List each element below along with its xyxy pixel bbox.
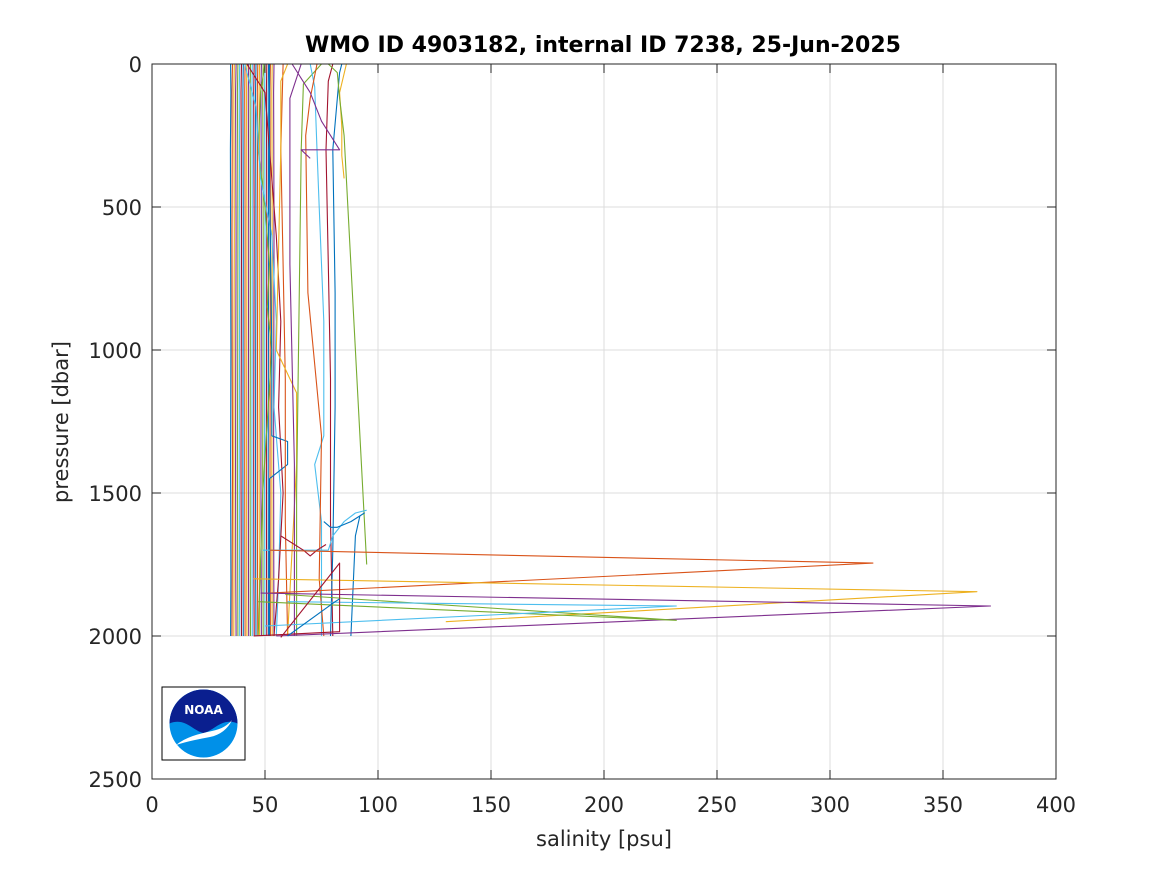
- profile-line: [240, 63, 243, 637]
- profile-line: [236, 63, 239, 637]
- profile-line: [329, 63, 343, 637]
- profile-line: [323, 512, 365, 637]
- profile-line: [325, 63, 334, 637]
- profile-line: [260, 592, 992, 637]
- profile-line: [238, 63, 241, 637]
- profile-line: [253, 578, 978, 623]
- profile-line: [264, 601, 677, 627]
- x-tick-label: 400: [1036, 793, 1076, 817]
- profile-line: [253, 562, 341, 638]
- axis-ticks: [151, 63, 1057, 780]
- y-tick-label: 1000: [89, 339, 142, 363]
- x-tick-label: 250: [697, 793, 737, 817]
- logo-text: NOAA: [184, 703, 223, 717]
- profile-line: [235, 63, 237, 637]
- profile-line: [233, 63, 235, 637]
- x-tick-label: 50: [252, 793, 279, 817]
- profile-line: [296, 63, 322, 636]
- profile-line: [339, 63, 347, 179]
- profile-line: [256, 63, 259, 637]
- x-tick-label: 150: [471, 793, 511, 817]
- profile-line: [268, 64, 289, 636]
- grid-lines: [152, 64, 1056, 779]
- noaa-logo: NOAA: [161, 686, 246, 761]
- y-tick-label: 2500: [89, 768, 142, 792]
- x-tick-label: 350: [923, 793, 963, 817]
- profile-line: [309, 63, 325, 636]
- profile-line: [253, 63, 255, 637]
- y-axis-label: pressure [dbar]: [49, 341, 73, 503]
- profile-line: [254, 63, 257, 637]
- x-tick-label: 0: [145, 793, 158, 817]
- profile-line: [231, 63, 234, 637]
- profile-line: [229, 63, 232, 637]
- logo-wave-icon: [176, 720, 232, 745]
- profile-line: [291, 63, 341, 159]
- x-tick-label: 100: [358, 793, 398, 817]
- x-tick-label: 300: [810, 793, 850, 817]
- y-tick-labels: 0 500 1000 1500 2000 2500: [89, 53, 142, 792]
- profile-line: [258, 63, 261, 637]
- profile-line: [289, 63, 302, 636]
- profile-line: [287, 598, 340, 637]
- profile-line: [263, 63, 266, 637]
- profile-line: [280, 535, 327, 557]
- x-tick-label: 200: [584, 793, 624, 817]
- logo-sky: [169, 689, 238, 733]
- chart-title: WMO ID 4903182, internal ID 7238, 25-Jun…: [305, 33, 901, 58]
- profile-line: [257, 63, 273, 637]
- profile-line: [327, 63, 368, 565]
- x-tick-labels: 0 50 100 150 200 250 300 350 400: [145, 793, 1076, 817]
- x-axis-label: salinity [psu]: [536, 827, 672, 851]
- y-tick-label: 2000: [89, 625, 142, 649]
- y-tick-label: 1500: [89, 482, 142, 506]
- profile-lines: [229, 63, 992, 638]
- y-tick-label: 500: [102, 196, 142, 220]
- profile-line: [262, 63, 264, 637]
- profile-line: [305, 63, 325, 637]
- y-tick-label: 0: [129, 53, 142, 77]
